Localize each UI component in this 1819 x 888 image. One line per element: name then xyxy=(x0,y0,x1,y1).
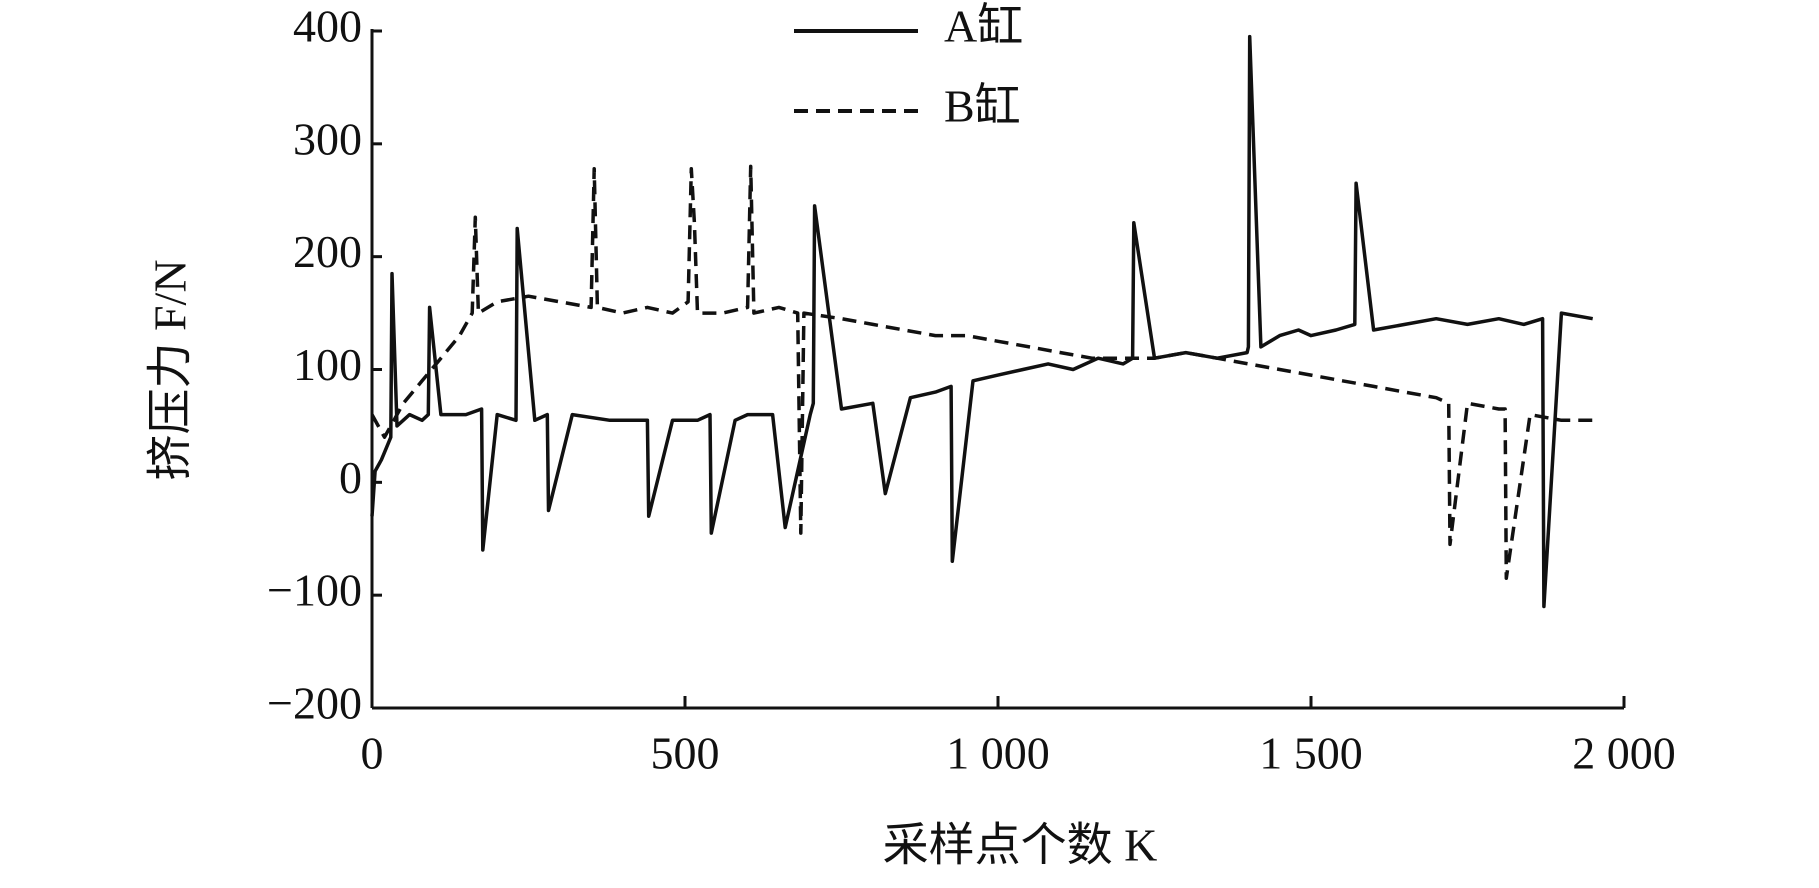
y-tick-label: 400 xyxy=(293,1,362,52)
x-tick-label: 1 000 xyxy=(946,728,1050,779)
x-tick-label: 1 500 xyxy=(1259,728,1363,779)
legend-label: B缸 xyxy=(944,81,1021,132)
x-tick-label: 500 xyxy=(651,728,720,779)
x-axis-label: 采样点个数 K xyxy=(883,820,1158,871)
y-tick-label: −100 xyxy=(267,565,362,616)
x-tick-label: 2 000 xyxy=(1572,728,1676,779)
y-tick-label: 0 xyxy=(339,452,362,503)
y-tick-label: 200 xyxy=(293,226,362,277)
y-tick-label: 100 xyxy=(293,339,362,390)
series-line xyxy=(370,164,1593,580)
y-tick-label: 300 xyxy=(293,113,362,164)
y-tick-label: −200 xyxy=(267,678,362,729)
x-tick-label: 0 xyxy=(361,728,384,779)
y-axis-label: 挤压力 F/N xyxy=(145,259,196,480)
legend-label: A缸 xyxy=(944,1,1023,52)
series-line xyxy=(370,34,1594,609)
